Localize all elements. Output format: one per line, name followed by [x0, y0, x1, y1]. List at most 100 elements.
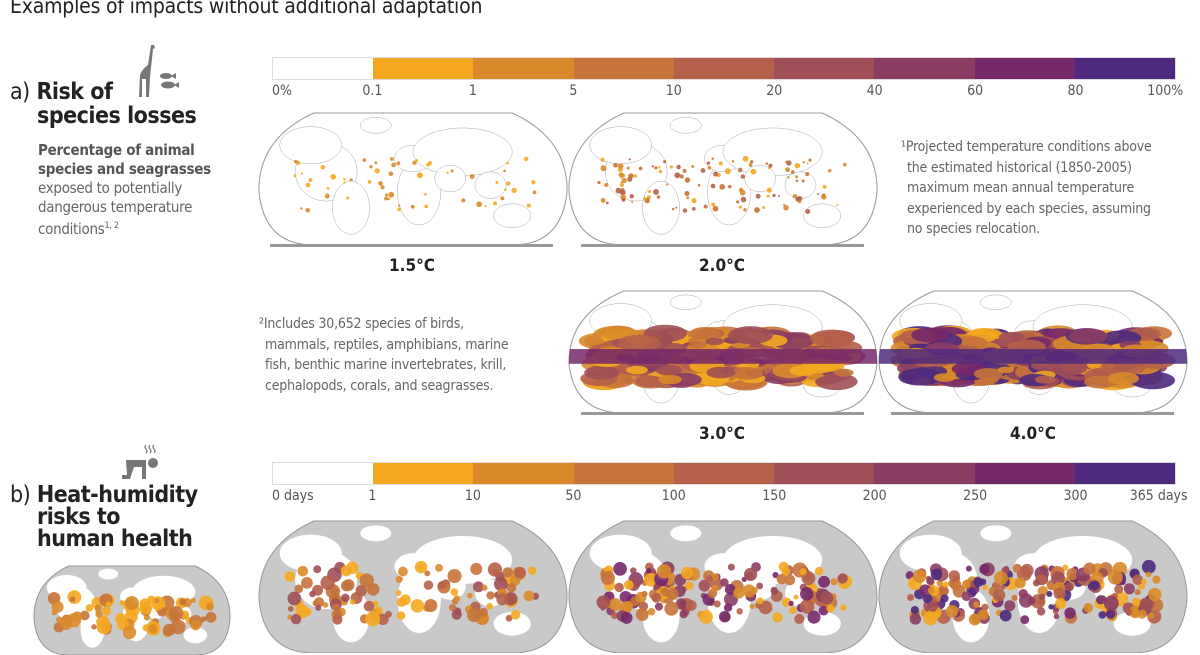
impact-cell: [973, 577, 984, 588]
impact-cell: [343, 178, 346, 181]
heat-map-3: [878, 520, 1188, 653]
impact-cell: [913, 569, 927, 583]
impact-cell: [1066, 567, 1079, 581]
impact-cell: [325, 193, 329, 196]
impact-cell: [800, 587, 814, 601]
impact-cell: [305, 182, 311, 188]
colorbar-segment: [373, 58, 474, 79]
impact-cell: [647, 189, 652, 194]
impact-cell: [309, 590, 316, 598]
footnote-2: ²Includes 30,652 species of birds, mamma…: [259, 316, 509, 394]
impact-cell: [437, 581, 446, 590]
colorbar-segment: [473, 463, 574, 484]
impact-cell: [705, 575, 714, 583]
impact-cell: [531, 180, 536, 185]
impact-cell: [385, 610, 392, 618]
impact-cell: [727, 184, 732, 189]
impact-cell: [424, 204, 429, 209]
impact-cell: [1137, 609, 1147, 619]
continent: [803, 203, 842, 228]
impact-cell: [365, 611, 381, 627]
colorbar-tick-label: 1: [368, 488, 377, 504]
impact-cell: [719, 183, 726, 190]
impact-cell: [1141, 578, 1147, 585]
impact-cell: [699, 609, 713, 624]
impact-cell: [765, 162, 769, 165]
impact-cell: [749, 160, 754, 164]
impact-cell: [448, 604, 457, 612]
impact-cell: [190, 597, 196, 603]
impact-cell: [500, 196, 505, 201]
impact-cell: [756, 597, 764, 605]
impact-cell: [703, 204, 708, 209]
impact-cell: [828, 168, 832, 173]
impact-cell: [343, 181, 346, 184]
impact-cell: [997, 366, 1014, 374]
impact-cell: [388, 171, 394, 176]
impact-cell: [787, 175, 790, 179]
impact-cell: [374, 168, 380, 174]
impact-cell: [784, 574, 796, 586]
impact-cell: [713, 171, 719, 177]
heat-map-small: [33, 565, 231, 655]
impact-cell: [776, 573, 787, 585]
impact-cell: [79, 610, 90, 621]
impact-cell: [826, 604, 835, 613]
impact-cell: [998, 331, 1025, 343]
impact-cell: [626, 166, 630, 170]
impact-cell: [600, 197, 606, 203]
impact-cell: [94, 604, 102, 612]
impact-cell: [631, 200, 634, 204]
colorbar-tick-label: 10: [464, 488, 481, 504]
impact-cell: [822, 184, 827, 189]
colorbar-segment: [774, 463, 875, 484]
impact-cell: [727, 563, 735, 571]
species-loss-colorbar: [272, 57, 1176, 80]
impact-cell: [619, 182, 625, 187]
impact-cell: [658, 169, 663, 174]
giraffe-fish-icon: [130, 43, 180, 103]
impact-cell: [625, 602, 633, 610]
impact-cell: [168, 606, 184, 621]
impact-cell: [712, 205, 719, 212]
impact-cell: [101, 606, 112, 616]
warming-label-2-0: 2.0°C: [699, 256, 745, 276]
impact-cell: [412, 160, 417, 165]
impact-cell: [1020, 615, 1030, 624]
impact-cell: [96, 619, 111, 635]
impact-cell: [396, 597, 407, 607]
colorbar-tick-label: 5: [569, 83, 578, 99]
impact-cell: [907, 593, 915, 602]
impact-cell: [332, 603, 340, 611]
impact-cell: [620, 173, 625, 178]
impact-cell: [926, 577, 935, 586]
impact-cell: [923, 610, 938, 626]
impact-cell: [293, 174, 297, 178]
impact-cell: [524, 156, 529, 162]
map-baseline: [581, 412, 864, 415]
colorbar-tick-label: 0%: [272, 83, 292, 99]
impact-cell: [842, 162, 847, 167]
impact-cell: [993, 571, 1008, 585]
impact-cell: [1131, 597, 1141, 607]
impact-cell: [909, 613, 922, 625]
impact-cell: [608, 597, 622, 611]
impact-cell: [1012, 563, 1022, 573]
impact-cell: [807, 610, 821, 624]
impact-cell: [679, 174, 684, 179]
impact-cell: [898, 368, 942, 386]
impact-cell: [942, 581, 949, 588]
colorbar-tick-label: 100%: [1147, 83, 1184, 99]
impact-cell: [1000, 584, 1006, 590]
impact-cell: [613, 162, 618, 168]
colorbar-tick-label: 80: [1067, 83, 1084, 99]
impact-cell: [510, 609, 521, 620]
impact-cell: [973, 601, 980, 608]
impact-cell: [466, 592, 473, 599]
impact-cell: [396, 611, 406, 620]
impact-cell: [768, 163, 773, 168]
impact-cell: [801, 179, 805, 183]
impact-cell: [1037, 585, 1049, 597]
impact-cell: [671, 207, 675, 211]
impact-cell: [320, 165, 326, 170]
